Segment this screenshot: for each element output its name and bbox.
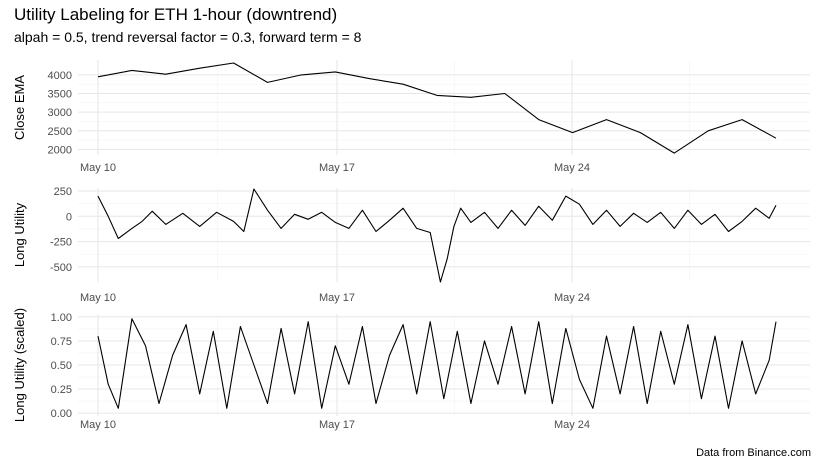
y-tick-label: 3000	[48, 107, 72, 119]
series-line	[97, 318, 777, 409]
y-tick-label: 0.25	[51, 384, 72, 396]
y-tick-label: 0.00	[51, 408, 72, 420]
panel-2: May 10 May 17 May 24 -500 -250 0 250 Long Utili…	[12, 186, 810, 304]
y-axis-label: Close EMA	[12, 75, 27, 140]
panel-3: May 10 May 17 May 24 0.00 0.25 0.50 0.75 1.00 Lo…	[12, 308, 810, 431]
x-tick-label: May 17	[319, 162, 355, 174]
x-tick-label: May 10	[80, 419, 116, 431]
chart-subtitle: alpah = 0.5, trend reversal factor = 0.3…	[14, 29, 362, 45]
y-tick-label: 0.50	[51, 360, 72, 372]
series-line	[97, 62, 777, 154]
y-tick-label: 0	[66, 211, 72, 223]
y-axis-label: Long Utility	[12, 202, 27, 267]
panel-1: May 10 May 17 May 24 2000 2500 3000 3500 4000 Cl…	[12, 60, 810, 174]
y-tick-label: 0.75	[51, 336, 72, 348]
y-tick-label: 2000	[48, 144, 72, 156]
x-tick-label: May 17	[319, 419, 355, 431]
y-axis-label: Long Utility (scaled)	[12, 308, 27, 422]
x-tick-label: May 24	[554, 292, 590, 304]
y-tick-label: -500	[50, 262, 72, 274]
y-tick-label: 3500	[48, 89, 72, 101]
x-tick-label: May 10	[80, 292, 116, 304]
series-line	[97, 188, 777, 283]
x-tick-label: May 17	[319, 292, 355, 304]
y-tick-label: 4000	[48, 70, 72, 82]
x-tick-label: May 24	[554, 419, 590, 431]
y-tick-label: 1.00	[51, 312, 72, 324]
chart-title: Utility Labeling for ETH 1-hour (downtre…	[14, 5, 338, 24]
x-tick-label: May 10	[80, 162, 116, 174]
y-tick-label: -250	[50, 237, 72, 249]
y-tick-label: 2500	[48, 126, 72, 138]
x-tick-label: May 24	[554, 162, 590, 174]
y-tick-label: 250	[54, 186, 72, 198]
data-source-caption: Data from Binance.com	[696, 447, 811, 459]
